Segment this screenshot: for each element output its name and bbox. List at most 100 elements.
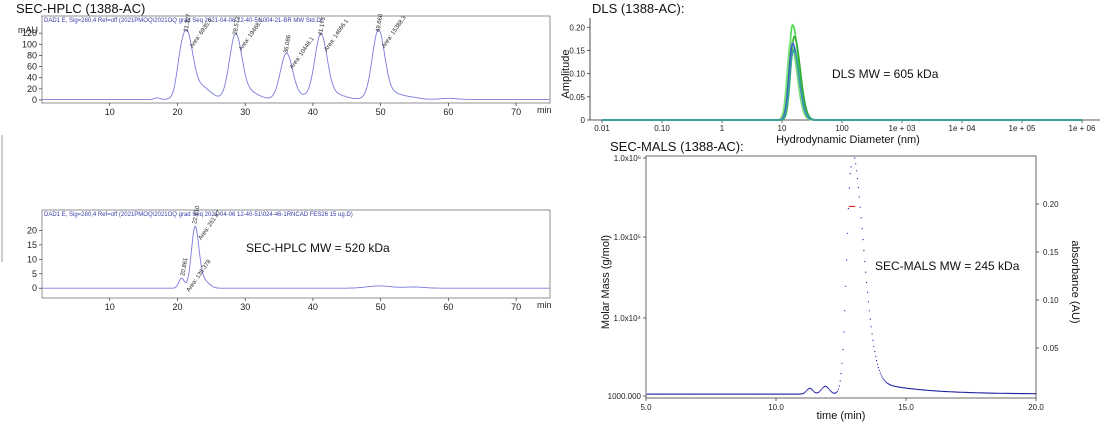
absorbance-point bbox=[822, 387, 824, 389]
absorbance-point bbox=[748, 393, 750, 395]
absorbance-point bbox=[683, 393, 685, 395]
peak-rt-label: 28.572 bbox=[233, 16, 242, 36]
absorbance-point bbox=[654, 393, 656, 395]
absorbance-point bbox=[647, 393, 649, 395]
absorbance-point bbox=[735, 393, 737, 395]
absorbance-point bbox=[674, 393, 676, 395]
absorbance-point bbox=[999, 392, 1002, 394]
absorbance-point bbox=[864, 260, 866, 263]
peak-rt-label: 41.173 bbox=[318, 16, 327, 36]
absorbance-point bbox=[783, 393, 785, 395]
dls-mw-annotation: DLS MW = 605 kDa bbox=[832, 67, 939, 81]
absorbance-point bbox=[1030, 393, 1032, 395]
absorbance-point bbox=[907, 387, 909, 389]
x-axis-label: time (min) bbox=[817, 410, 866, 422]
absorbance-point bbox=[728, 393, 730, 395]
absorbance-point bbox=[897, 386, 900, 388]
absorbance-point bbox=[840, 373, 842, 375]
absorbance-point bbox=[734, 393, 736, 395]
absorbance-point bbox=[894, 385, 896, 387]
absorbance-point bbox=[958, 391, 961, 393]
absorbance-point bbox=[757, 393, 759, 395]
absorbance-point bbox=[910, 388, 912, 390]
x-tick-label: 60 bbox=[443, 302, 453, 312]
absorbance-point bbox=[856, 178, 859, 180]
absorbance-point bbox=[694, 393, 697, 395]
absorbance-point bbox=[917, 388, 919, 390]
absorbance-point bbox=[866, 281, 868, 284]
absorbance-point bbox=[1008, 392, 1010, 394]
absorbance-point bbox=[876, 363, 879, 365]
y-tick-label: 5 bbox=[32, 269, 37, 279]
absorbance-point bbox=[659, 393, 661, 395]
absorbance-point bbox=[697, 393, 699, 395]
absorbance-point bbox=[833, 392, 835, 394]
absorbance-point bbox=[675, 393, 678, 395]
absorbance-point bbox=[882, 377, 884, 379]
absorbance-point bbox=[681, 393, 683, 395]
absorbance-point bbox=[817, 391, 820, 393]
absorbance-point bbox=[705, 393, 708, 395]
x-tick-label: 50 bbox=[376, 302, 386, 312]
absorbance-point bbox=[725, 393, 727, 395]
x-tick-label: 50 bbox=[376, 107, 386, 117]
absorbance-point bbox=[678, 393, 680, 395]
absorbance-point bbox=[896, 386, 898, 388]
absorbance-point bbox=[927, 389, 929, 391]
absorbance-point bbox=[692, 393, 694, 395]
absorbance-point bbox=[953, 391, 955, 393]
absorbance-point bbox=[661, 393, 663, 395]
absorbance-point bbox=[726, 393, 729, 395]
absorbance-point bbox=[742, 393, 744, 395]
absorbance-point bbox=[664, 393, 667, 395]
absorbance-point bbox=[952, 391, 954, 393]
absorbance-point bbox=[849, 173, 851, 175]
absorbance-point bbox=[653, 393, 655, 395]
absorbance-point bbox=[786, 393, 789, 395]
absorbance-point bbox=[814, 391, 816, 393]
absorbance-point bbox=[911, 388, 913, 390]
absorbance-point bbox=[781, 393, 783, 395]
absorbance-point bbox=[710, 393, 712, 395]
absorbance-point bbox=[871, 333, 873, 335]
dls-chart: DLS (1388-AC): Amplitude Hydrodynamic Di… bbox=[560, 1, 1100, 146]
sec-hplc-standard-chart: SEC-HPLC (1388-AC) DAD1 E, Sig=280,4 Ref… bbox=[16, 1, 552, 117]
plot-frame bbox=[41, 209, 551, 299]
absorbance-point bbox=[701, 393, 703, 395]
absorbance-point bbox=[1019, 393, 1022, 395]
peak-rt-label: 36.086 bbox=[283, 34, 292, 54]
absorbance-point bbox=[763, 393, 765, 395]
absorbance-point bbox=[1031, 393, 1033, 395]
y-tick-label: 1.0x10⁴ bbox=[614, 314, 642, 323]
absorbance-point bbox=[719, 393, 721, 395]
absorbance-point bbox=[847, 208, 850, 210]
absorbance-point bbox=[992, 392, 994, 394]
absorbance-point bbox=[787, 393, 790, 395]
absorbance-point bbox=[979, 392, 982, 394]
absorbance-point bbox=[930, 390, 932, 392]
absorbance-point bbox=[939, 390, 941, 392]
absorbance-point bbox=[937, 390, 940, 392]
absorbance-point bbox=[875, 355, 877, 357]
absorbance-point bbox=[926, 389, 928, 391]
absorbance-point bbox=[863, 250, 865, 252]
absorbance-point bbox=[651, 393, 653, 395]
absorbance-point bbox=[962, 391, 964, 393]
y-right-tick-label: 0.05 bbox=[1043, 344, 1059, 353]
absorbance-point bbox=[827, 387, 830, 389]
absorbance-point bbox=[963, 391, 965, 393]
absorbance-point bbox=[908, 387, 911, 390]
absorbance-point bbox=[737, 393, 739, 395]
absorbance-point bbox=[768, 393, 770, 395]
absorbance-point bbox=[725, 393, 728, 395]
absorbance-point bbox=[800, 393, 802, 395]
absorbance-point bbox=[907, 387, 910, 389]
absorbance-point bbox=[688, 393, 690, 395]
absorbance-point bbox=[664, 393, 666, 395]
chromatogram-trace bbox=[42, 29, 550, 100]
absorbance-point bbox=[919, 389, 921, 391]
absorbance-point bbox=[741, 393, 743, 395]
y-tick-label: 40 bbox=[27, 73, 37, 83]
absorbance-point bbox=[777, 393, 779, 395]
